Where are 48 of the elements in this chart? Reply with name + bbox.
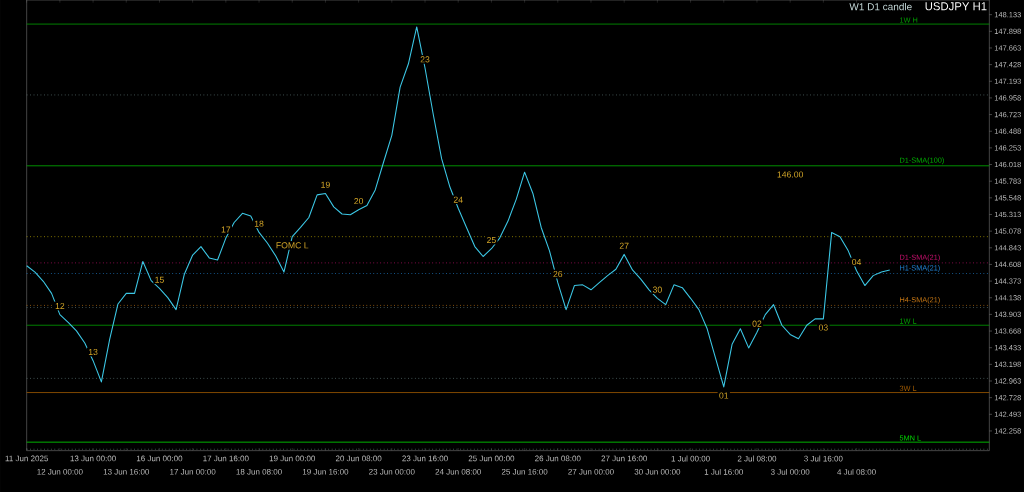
x-tick-label: 2 Jul 08:00 (737, 455, 777, 462)
annotation: 26 (553, 270, 563, 278)
annotation: 20 (354, 198, 364, 205)
x-tick-label: 27 Jun 00:00 (568, 468, 614, 475)
x-tick-label: 18 Jun 08:00 (236, 468, 282, 475)
x-tick-label: 19 Jun 16:00 (302, 468, 349, 475)
x-tick-label: 3 Jul 00:00 (770, 468, 810, 475)
chart-title: USDJPY H1 (925, 2, 987, 11)
chart-subtitle: W1 D1 candle (849, 2, 912, 11)
x-tick-label: 3 Jul 16:00 (804, 455, 843, 462)
annotation: 30 (652, 286, 662, 293)
annotation: 04 (852, 258, 862, 266)
annotation: 01 (719, 392, 729, 399)
x-tick-label: 24 Jun 08:00 (435, 468, 482, 475)
x-tick-label: 16 Jun 00:00 (136, 455, 183, 462)
x-tick-label: 25 Jun 16:00 (501, 468, 548, 475)
annotation: 18 (254, 220, 264, 227)
annotation: 12 (55, 302, 65, 309)
x-tick-label: 27 Jun 16:00 (601, 455, 647, 462)
x-tick-label: 4 Jul 08:00 (837, 468, 876, 475)
x-tick-label: 1 Jul 00:00 (671, 455, 710, 462)
annotation: FOMC L (276, 242, 309, 249)
x-tick-label: 30 Jun 00:00 (634, 468, 681, 475)
x-tick-label: 23 Jun 16:00 (402, 455, 448, 462)
x-tick-label: 13 Jun 16:00 (103, 468, 150, 475)
x-tick-label: 17 Jun 16:00 (203, 455, 249, 462)
annotation: 27 (619, 242, 629, 249)
annotation: 25 (487, 236, 496, 244)
annotation: 19 (321, 181, 330, 188)
x-tick-label: 26 Jun 08:00 (535, 455, 581, 462)
x-tick-label: 13 Jun 00:00 (70, 455, 116, 462)
annotation: 15 (155, 276, 164, 283)
annotation: 13 (88, 348, 98, 356)
annotation: 146.00 (777, 171, 804, 178)
x-tick-label: 1 Jul 16:00 (704, 468, 744, 475)
x-tick-label: 25 Jun 00:00 (468, 455, 515, 462)
annotation: 24 (453, 196, 463, 203)
annotation: 03 (818, 324, 828, 331)
x-tick-label: 17 Jun 00:00 (170, 468, 216, 475)
x-tick-label: 12 Jun 00:00 (37, 468, 83, 475)
annotation: 23 (420, 56, 430, 63)
annotation: 02 (752, 320, 762, 327)
annotation: 17 (221, 226, 231, 233)
x-tick-label: 23 Jun 00:00 (369, 468, 415, 475)
line-series (26, 26, 891, 388)
x-tick-label: 19 Jun 00:00 (269, 455, 316, 462)
x-tick-label: 11 Jun 2025 (5, 455, 49, 462)
x-tick-label: 20 Jun 08:00 (335, 455, 382, 462)
